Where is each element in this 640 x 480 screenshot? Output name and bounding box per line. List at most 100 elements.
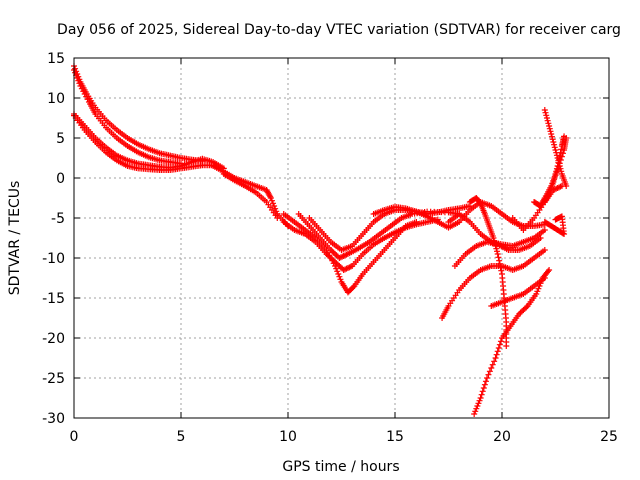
- data-point: [267, 193, 274, 200]
- series-track-2: [71, 67, 184, 167]
- data-point: [542, 109, 549, 116]
- data-point: [495, 254, 502, 261]
- data-point: [473, 405, 480, 412]
- data-point: [546, 125, 553, 132]
- plot-frame: [73, 57, 610, 419]
- data-point: [558, 168, 565, 175]
- data-point: [498, 267, 505, 274]
- y-tick-label: -30: [42, 411, 65, 427]
- data-point: [551, 176, 558, 183]
- data-point: [548, 133, 555, 140]
- data-point: [274, 215, 281, 221]
- x-tick-label: 5: [177, 429, 186, 445]
- data-point: [494, 348, 501, 355]
- data-point: [494, 248, 501, 255]
- data-point: [543, 115, 550, 121]
- data-point: [271, 203, 278, 209]
- data-point: [480, 385, 487, 391]
- data-point: [74, 75, 81, 81]
- data-point: [485, 371, 492, 378]
- data-point: [481, 381, 488, 388]
- data-point: [553, 149, 560, 156]
- data-point: [547, 128, 554, 135]
- series-track-16: [471, 267, 553, 417]
- data-point: [479, 388, 486, 395]
- data-point: [553, 152, 560, 159]
- data-point: [495, 345, 502, 351]
- data-point: [551, 173, 558, 180]
- y-tick-label: -15: [42, 291, 65, 307]
- data-point: [551, 141, 558, 148]
- data-point: [337, 276, 344, 283]
- y-tick-label: -20: [42, 331, 65, 347]
- data-point: [503, 343, 510, 349]
- data-point: [488, 365, 495, 371]
- data-point: [476, 397, 483, 404]
- data-point: [494, 251, 501, 257]
- y-tick-label: -5: [51, 211, 65, 227]
- data-point: [475, 400, 482, 407]
- data-point: [545, 120, 552, 127]
- chart-title: Day 056 of 2025, Sidereal Day-to-day VTE…: [57, 22, 621, 38]
- y-tick-label: 15: [47, 51, 65, 67]
- data-point: [541, 227, 548, 233]
- series-track-6: [220, 171, 281, 221]
- data-point: [76, 80, 83, 87]
- points-layer: [71, 63, 570, 417]
- data-point: [558, 183, 565, 189]
- data-point: [543, 112, 550, 119]
- series-track-22: [509, 183, 565, 233]
- data-point: [72, 69, 79, 76]
- data-point: [497, 338, 504, 345]
- data-point: [551, 144, 558, 151]
- series-track-5: [210, 163, 291, 229]
- data-point: [541, 247, 548, 253]
- y-axis-label: SDTVAR / TECUs: [7, 181, 23, 296]
- data-point: [545, 268, 552, 275]
- y-tick-label: -10: [42, 251, 65, 267]
- data-point: [546, 267, 553, 273]
- data-point: [549, 136, 556, 143]
- x-tick-label: 15: [386, 429, 404, 445]
- data-point: [474, 403, 481, 409]
- data-point: [267, 195, 274, 201]
- series-track-1: [71, 63, 206, 165]
- data-point: [471, 411, 478, 417]
- data-point: [552, 171, 559, 177]
- y-tick-label: 5: [56, 131, 65, 147]
- data-point: [548, 131, 555, 137]
- data-point: [491, 358, 498, 365]
- data-point: [333, 265, 340, 272]
- data-point: [541, 275, 548, 281]
- data-point: [558, 146, 565, 153]
- series-track-15: [451, 235, 544, 269]
- data-point: [489, 361, 496, 368]
- data-point: [270, 200, 277, 207]
- data-point: [550, 179, 557, 185]
- series-track-4: [71, 112, 217, 173]
- data-point: [555, 157, 562, 164]
- series-track-8: [280, 216, 441, 273]
- series-track-3: [71, 111, 227, 172]
- data-point: [535, 285, 542, 292]
- data-point: [534, 288, 541, 295]
- data-point: [472, 408, 479, 415]
- data-point: [541, 107, 548, 113]
- data-point: [496, 341, 503, 348]
- data-point: [484, 375, 491, 381]
- data-point: [546, 123, 553, 129]
- data-point: [268, 197, 275, 204]
- data-point: [75, 77, 82, 84]
- data-point: [556, 163, 563, 169]
- series-track-14: [439, 247, 548, 321]
- y-tick-label: 0: [56, 171, 65, 187]
- data-point: [544, 117, 551, 124]
- x-axis-label: GPS time / hours: [282, 459, 399, 475]
- data-point: [496, 257, 503, 264]
- data-point: [335, 271, 342, 277]
- series-track-21: [541, 213, 568, 237]
- data-point: [478, 391, 485, 398]
- data-point: [350, 284, 357, 291]
- data-point: [477, 395, 484, 401]
